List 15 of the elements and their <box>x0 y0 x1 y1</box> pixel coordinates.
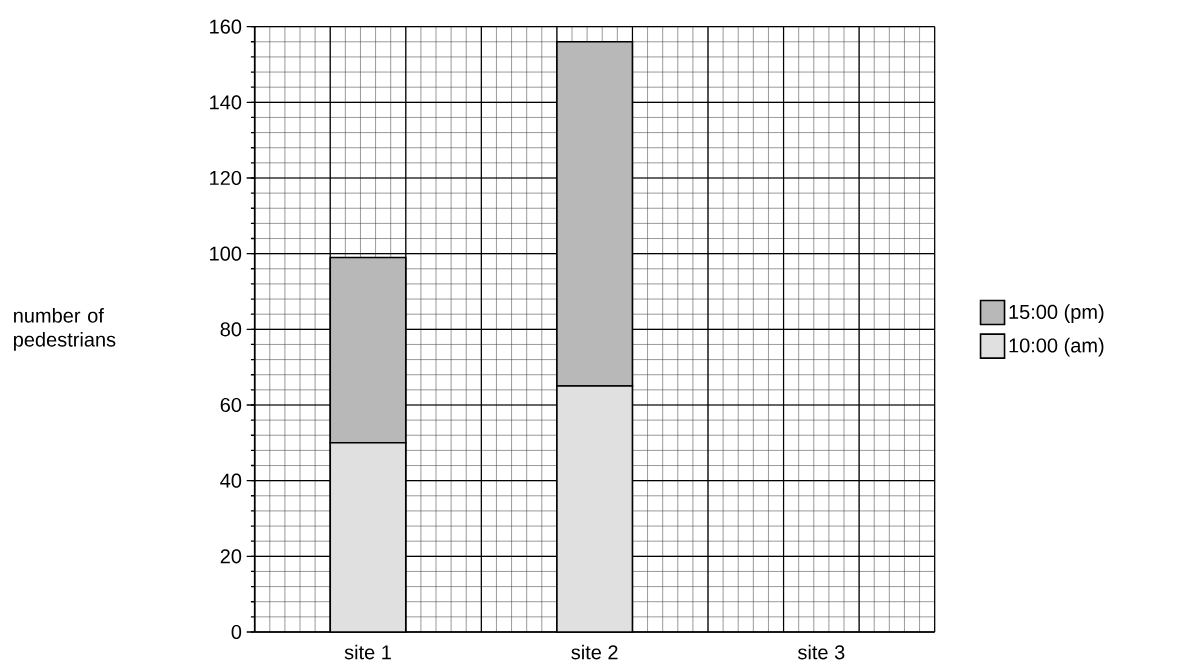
x-tick-label: site 3 <box>798 644 845 660</box>
x-tick-label: site 1 <box>344 644 391 660</box>
y-axis-title: number of pedestrians <box>14 308 116 351</box>
x-tick-label: site 2 <box>571 644 618 660</box>
legend-label: 10:00 (am) <box>1009 337 1104 357</box>
y-tick-label: 120 <box>210 170 242 186</box>
y-tick-label: 80 <box>220 322 242 337</box>
legend-label: 15:00 (pm) <box>1009 304 1104 323</box>
y-tick-label: 160 <box>210 19 242 34</box>
y-tick-label: 140 <box>210 95 242 110</box>
y-tick-label: 100 <box>210 246 242 261</box>
y-tick-label: 20 <box>220 549 242 564</box>
y-tick-label: 60 <box>220 397 242 413</box>
y-tick-label: 0 <box>231 624 242 640</box>
y-tick-label: 40 <box>220 473 242 488</box>
